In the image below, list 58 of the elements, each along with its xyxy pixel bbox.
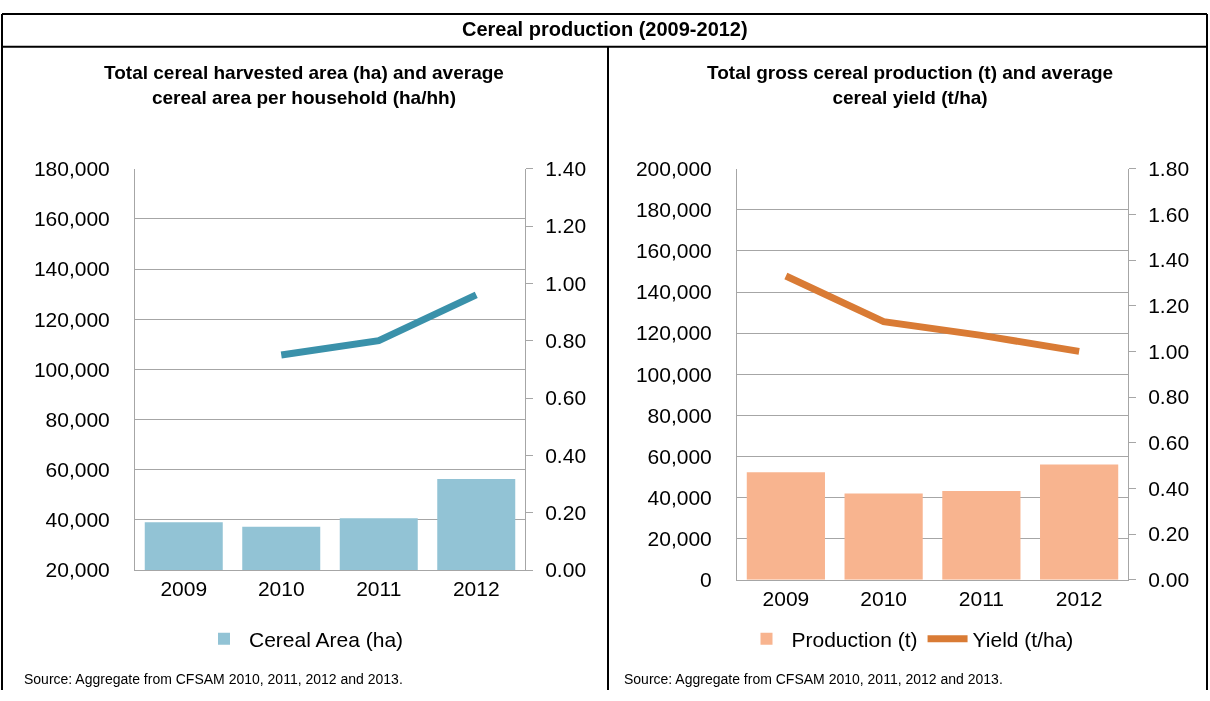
y-tick-label: 200,000 <box>635 157 712 181</box>
y2-tick-label: 0.00 <box>1148 568 1190 592</box>
text: Cereal production (2009-2012) <box>462 18 748 40</box>
y2-tick-label: 1.00 <box>1148 339 1190 363</box>
chart-title: Total gross cereal production (t) and average cereal yield (t/ha) <box>707 62 1114 108</box>
y-tick-label: 80,000 <box>45 407 110 431</box>
x-tick-label: 2009 <box>160 577 208 601</box>
y2-tick-label: 0.20 <box>545 501 587 525</box>
y-tick-label: 20,000 <box>45 558 110 582</box>
y2-tick-label: 0.60 <box>545 386 587 410</box>
x-tick-label: 2012 <box>1055 586 1103 610</box>
y2-tick-label: 1.20 <box>1148 294 1190 318</box>
legend-label: Yield (t/ha) <box>972 627 1074 651</box>
y-tick-label: 40,000 <box>647 485 712 509</box>
y-tick-label: 160,000 <box>33 207 110 231</box>
y2-tick-label: 0.60 <box>1148 431 1190 455</box>
bar <box>942 490 1021 580</box>
y2-tick-label: 1.40 <box>1148 248 1190 272</box>
legend-label: Cereal Area (ha) <box>249 627 404 651</box>
source-note: Source: Aggregate from CFSAM 2010, 2011, 2012 and 2013. <box>624 671 1003 687</box>
y2-tick-label: 1.00 <box>545 271 587 295</box>
legend-label: Production (t) <box>791 627 918 651</box>
y-tick-label: 60,000 <box>45 458 110 482</box>
y-tick-label: 60,000 <box>647 444 712 468</box>
y2-tick-label: 0.80 <box>1148 385 1190 409</box>
x-tick-label: 2010 <box>257 577 305 601</box>
y-tick-label: 80,000 <box>647 403 712 427</box>
y2-tick-label: 0.40 <box>545 443 587 467</box>
y2-tick-label: 0.20 <box>1148 522 1190 546</box>
y-tick-label: 0 <box>700 568 712 592</box>
y2-tick-label: 1.40 <box>545 157 587 181</box>
y-tick-label: 20,000 <box>647 526 712 550</box>
bar <box>844 493 923 580</box>
y-tick-label: 140,000 <box>33 257 110 281</box>
x-tick-label: 2012 <box>452 577 500 601</box>
y-tick-label: 180,000 <box>635 198 712 222</box>
bar <box>1040 464 1119 580</box>
y2-tick-label: 0.00 <box>545 558 587 582</box>
y-tick-label: 40,000 <box>45 508 110 532</box>
y-tick-label: 120,000 <box>635 321 712 345</box>
y2-tick-label: 1.20 <box>545 214 587 238</box>
x-tick-label: 2011 <box>356 577 402 601</box>
y-tick-label: 120,000 <box>33 307 110 331</box>
y-tick-label: 180,000 <box>33 157 110 181</box>
x-tick-label: 2010 <box>860 586 907 610</box>
y-tick-label: 100,000 <box>33 357 110 381</box>
y2-tick-label: 0.80 <box>545 329 587 353</box>
y-tick-label: 140,000 <box>635 280 712 304</box>
y-tick-label: 100,000 <box>635 362 712 386</box>
y-tick-label: 160,000 <box>635 239 712 263</box>
chart-title: Total cereal harvested area (ha) and average cereal area per household (ha/hh) <box>104 62 504 108</box>
bar <box>746 472 825 580</box>
y2-tick-label: 0.40 <box>1148 476 1190 500</box>
y2-tick-label: 1.60 <box>1148 202 1190 226</box>
x-tick-label: 2011 <box>958 586 1004 610</box>
x-tick-label: 2009 <box>762 586 810 610</box>
y2-tick-label: 1.80 <box>1148 157 1190 181</box>
source-note: Source: Aggregate from CFSAM 2010, 2011, 2012 and 2013. <box>24 671 403 687</box>
